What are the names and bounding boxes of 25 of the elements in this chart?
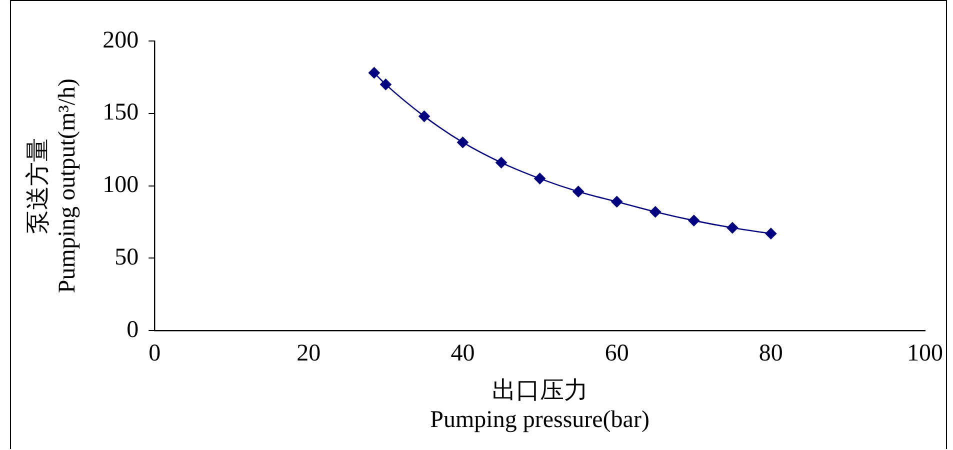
point xyxy=(726,222,738,234)
x-tick-label: 60 xyxy=(604,340,629,366)
x-tick-label: 80 xyxy=(758,340,783,366)
point xyxy=(611,196,622,208)
point xyxy=(418,110,430,122)
y-tick-label: 100 xyxy=(102,172,139,198)
point xyxy=(688,214,700,226)
y-axis-title: 泵送方量 Pumping output(m³/h) xyxy=(24,78,80,294)
point xyxy=(457,136,468,148)
x-axis-title: 出口压力 Pumping pressure(bar) xyxy=(430,378,650,433)
y-tick-label: 200 xyxy=(102,27,139,54)
point xyxy=(572,186,584,198)
x-tick-label: 0 xyxy=(148,340,161,366)
y-tick-label: 0 xyxy=(126,316,139,343)
point xyxy=(650,206,662,218)
point xyxy=(765,228,777,240)
point xyxy=(534,172,546,184)
x-tick-label: 100 xyxy=(907,340,943,366)
point xyxy=(368,67,380,79)
point xyxy=(380,78,392,90)
y-tick-label: 150 xyxy=(102,100,139,126)
y-tick-label: 50 xyxy=(114,244,139,270)
x-tick-label: 40 xyxy=(450,340,475,366)
point xyxy=(496,156,507,168)
x-tick-label: 20 xyxy=(296,340,321,366)
